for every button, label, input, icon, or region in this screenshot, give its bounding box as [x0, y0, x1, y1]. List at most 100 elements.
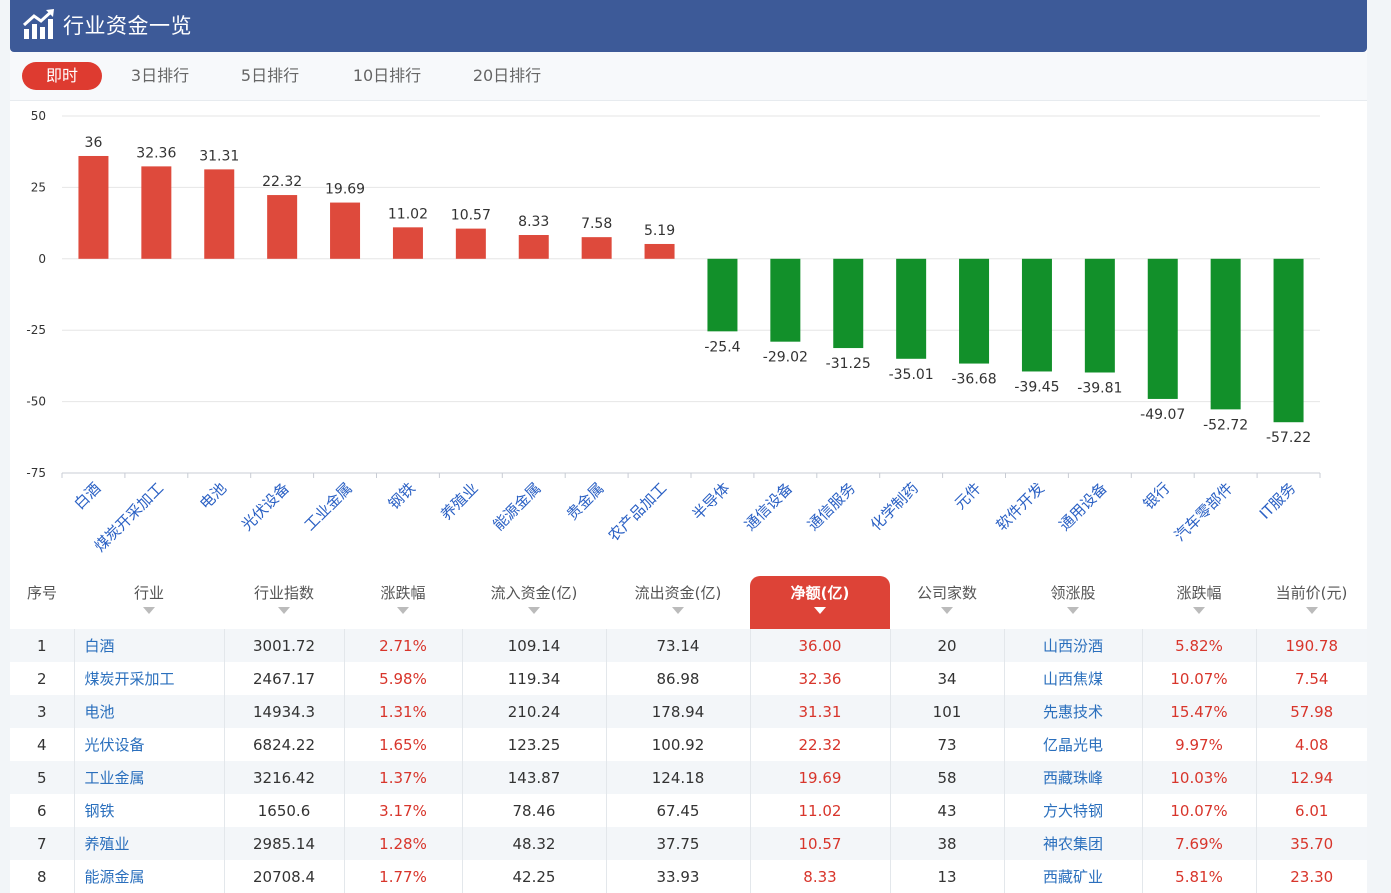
- bar: [581, 237, 612, 259]
- table-row[interactable]: 8 能源金属 20708.4 1.77% 42.25 33.93 8.33 13 西藏矿业 5.8…: [10, 860, 1367, 893]
- table-cell[interactable]: 神农集团: [1004, 827, 1143, 860]
- x-tick-label: 元件: [951, 479, 985, 513]
- column-header[interactable]: 行业指数: [224, 576, 344, 629]
- table-cell[interactable]: 煤炭开采加工: [74, 662, 225, 695]
- table-cell: 10.03%: [1142, 761, 1257, 794]
- sort-down-icon: [278, 607, 290, 614]
- column-header-label: 涨跌幅: [1176, 584, 1222, 602]
- bar-value-label: 36: [85, 135, 103, 151]
- table-cell: 42.25: [462, 860, 607, 893]
- table-cell: 100.92: [606, 728, 751, 761]
- table-cell: 31.31: [750, 695, 891, 728]
- bar: [707, 258, 738, 332]
- bar-value-label: -52.72: [1203, 417, 1248, 433]
- table-cell[interactable]: 工业金属: [74, 761, 225, 794]
- table-cell: 5.98%: [344, 662, 463, 695]
- sort-down-icon: [528, 607, 540, 614]
- table-cell[interactable]: 山西汾酒: [1004, 629, 1143, 662]
- table-header-row: 序号 行业 行业指数 涨跌幅 流入资金(亿) 流出资金(亿) 净额(亿) 公司家数 领涨股 涨跌幅…: [10, 576, 1367, 629]
- column-header[interactable]: 领涨股: [1004, 576, 1142, 629]
- table-cell[interactable]: 养殖业: [74, 827, 225, 860]
- table-cell[interactable]: 山西焦煤: [1004, 662, 1143, 695]
- x-tick-label: 养殖业: [437, 479, 482, 524]
- sort-down-icon: [1193, 607, 1205, 614]
- table-cell[interactable]: 白酒: [74, 629, 225, 662]
- bar-value-label: 19.69: [325, 182, 365, 198]
- table-cell[interactable]: 光伏设备: [74, 728, 225, 761]
- x-tick-label: 化学制药: [867, 479, 922, 534]
- table-row[interactable]: 2 煤炭开采加工 2467.17 5.98% 119.34 86.98 32.36 34 山西焦…: [10, 662, 1367, 695]
- table-cell: 58: [890, 761, 1005, 794]
- bar-value-label: 10.57: [451, 208, 491, 224]
- bar: [78, 155, 109, 259]
- table-cell: 1: [10, 629, 75, 662]
- table-cell: 7.69%: [1142, 827, 1257, 860]
- sort-down-icon: [672, 607, 684, 614]
- column-header[interactable]: 涨跌幅: [1142, 576, 1256, 629]
- x-tick-label: 银行: [1140, 479, 1174, 513]
- table-cell[interactable]: 钢铁: [74, 794, 225, 827]
- table-cell: 73.14: [606, 629, 751, 662]
- table-row[interactable]: 5 工业金属 3216.42 1.37% 143.87 124.18 19.69 58 西藏珠峰…: [10, 761, 1367, 794]
- table-cell[interactable]: 先惠技术: [1004, 695, 1143, 728]
- table-cell: 14934.3: [224, 695, 345, 728]
- x-tick-label: 通信服务: [804, 479, 859, 534]
- table-cell: 4: [10, 728, 75, 761]
- table-row[interactable]: 7 养殖业 2985.14 1.28% 48.32 37.75 10.57 38 神农集团 7.6…: [10, 827, 1367, 860]
- bar: [1084, 258, 1115, 373]
- table-row[interactable]: 1 白酒 3001.72 2.71% 109.14 73.14 36.00 20 山西汾酒 5.8…: [10, 629, 1367, 662]
- table-cell[interactable]: 方大特钢: [1004, 794, 1143, 827]
- x-tick-label: 农产品加工: [605, 479, 671, 545]
- table-cell: 73: [890, 728, 1005, 761]
- x-tick-label: 软件开发: [993, 479, 1048, 534]
- table-cell[interactable]: 电池: [74, 695, 225, 728]
- table-cell[interactable]: 西藏矿业: [1004, 860, 1143, 893]
- tab-20day[interactable]: 20日排行: [472, 66, 542, 85]
- column-header[interactable]: 行业: [74, 576, 224, 629]
- table-cell: 210.24: [462, 695, 607, 728]
- y-tick-label: 0: [38, 252, 46, 266]
- table-cell: 123.25: [462, 728, 607, 761]
- tab-5day[interactable]: 5日排行: [240, 66, 300, 85]
- table-cell: 2985.14: [224, 827, 345, 860]
- table-cell: 48.32: [462, 827, 607, 860]
- bar-value-label: -29.02: [763, 350, 808, 366]
- column-header-label: 行业指数: [253, 584, 314, 602]
- table-cell: 119.34: [462, 662, 607, 695]
- bar-value-label: -39.81: [1077, 380, 1122, 396]
- table-cell[interactable]: 能源金属: [74, 860, 225, 893]
- column-header[interactable]: 流入资金(亿): [462, 576, 606, 629]
- table-cell: 1.31%: [344, 695, 463, 728]
- bar: [959, 258, 990, 364]
- sort-down-icon: [1067, 607, 1079, 614]
- bar-value-label: 32.36: [136, 145, 176, 161]
- tab-instant[interactable]: 即时: [22, 62, 102, 90]
- table-cell: 20: [890, 629, 1005, 662]
- tab-3day[interactable]: 3日排行: [130, 66, 190, 85]
- table-cell: 13: [890, 860, 1005, 893]
- column-header[interactable]: 净额(亿): [750, 576, 890, 629]
- table-row[interactable]: 4 光伏设备 6824.22 1.65% 123.25 100.92 22.32 73 亿晶光电…: [10, 728, 1367, 761]
- bar-value-label: -31.25: [826, 356, 871, 372]
- table-cell[interactable]: 亿晶光电: [1004, 728, 1143, 761]
- column-header[interactable]: 涨跌幅: [344, 576, 462, 629]
- column-header[interactable]: 当前价(元): [1256, 576, 1367, 629]
- table-row[interactable]: 3 电池 14934.3 1.31% 210.24 178.94 31.31 101 先惠技术 1…: [10, 695, 1367, 728]
- table-cell: 7.54: [1256, 662, 1367, 695]
- column-header[interactable]: 流出资金(亿): [606, 576, 750, 629]
- bar: [833, 258, 864, 349]
- table-cell: 57.98: [1256, 695, 1367, 728]
- x-tick-label: 电池: [196, 479, 230, 513]
- column-header[interactable]: 公司家数: [890, 576, 1004, 629]
- x-tick-label: 贵金属: [563, 479, 608, 524]
- tab-10day[interactable]: 10日排行: [352, 66, 422, 85]
- sort-down-icon: [814, 607, 826, 614]
- table-row[interactable]: 6 钢铁 1650.6 3.17% 78.46 67.45 11.02 43 方大特钢 10.07…: [10, 794, 1367, 827]
- table-cell: 2: [10, 662, 75, 695]
- table-cell[interactable]: 西藏珠峰: [1004, 761, 1143, 794]
- bar-value-label: -39.45: [1014, 379, 1059, 395]
- table-cell: 10.07%: [1142, 662, 1257, 695]
- table-cell: 10.07%: [1142, 794, 1257, 827]
- column-header-label: 行业: [133, 584, 164, 602]
- table-cell: 3216.42: [224, 761, 345, 794]
